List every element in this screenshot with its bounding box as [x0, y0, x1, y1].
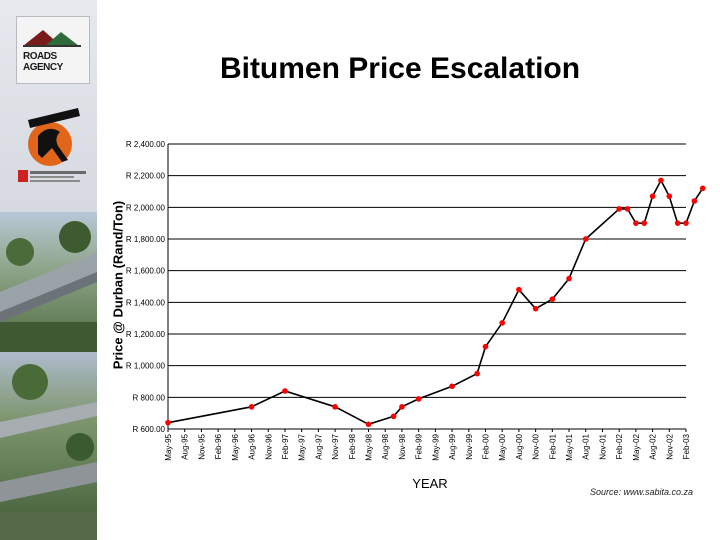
data-point: [516, 286, 522, 293]
y-tick-label: R 1,600.00: [126, 267, 166, 276]
data-point: [282, 388, 288, 394]
chart-grid: [167, 143, 686, 430]
x-tick-label: Feb-03: [682, 433, 691, 459]
x-tick-label: May-96: [231, 433, 240, 460]
data-point: [532, 305, 539, 312]
data-point: [674, 220, 681, 226]
data-point: [415, 396, 422, 402]
x-tick-label: Nov-99: [465, 433, 474, 459]
data-point: [399, 404, 405, 410]
x-tick-label: Nov-02: [665, 433, 674, 459]
data-point: [449, 383, 455, 390]
data-point: [499, 320, 505, 326]
data-point: [616, 206, 622, 212]
y-tick-labels: R 600.00 R 800.00 R 1,000.00 R 1,200.00 R 1,…: [126, 140, 166, 434]
x-tick-label: Aug-00: [515, 433, 524, 459]
data-point: [633, 220, 639, 226]
x-tick-label: May-00: [498, 433, 507, 460]
x-tick-label: Aug-96: [248, 433, 257, 459]
x-tick-label: Nov-00: [532, 433, 541, 459]
data-point: [582, 236, 589, 242]
y-tick-label: R 2,200.00: [126, 172, 166, 181]
x-tick-labels: May-95 Aug-95 Nov-95 Feb-96 May-96 Aug-96 Nov-…: [164, 429, 691, 461]
price-series: [165, 177, 706, 428]
sidebar: ROADS AGENCY: [0, 0, 97, 540]
source-note: Source: www.sabita.co.za: [590, 487, 694, 497]
x-tick-label: May-02: [632, 433, 641, 460]
data-point: [482, 343, 489, 350]
x-tick-label: Aug-02: [649, 433, 658, 459]
x-tick-label: May-98: [365, 433, 374, 460]
y-tick-label: R 600.00: [133, 425, 166, 434]
x-tick-label: May-01: [565, 433, 574, 460]
data-point: [641, 220, 648, 226]
data-point: [165, 419, 171, 426]
x-tick-label: Feb-98: [348, 433, 357, 459]
x-tick-label: Feb-02: [615, 433, 624, 459]
y-tick-label: R 1,800.00: [126, 235, 166, 244]
x-tick-label: Aug-98: [381, 433, 390, 459]
highway-photo: [0, 352, 97, 540]
roads-agency-emblem-icon: [23, 30, 81, 47]
y-tick-label: R 1,200.00: [126, 330, 166, 339]
x-tick-label: Feb-01: [548, 433, 557, 459]
data-point: [390, 413, 397, 420]
x-tick-label: Nov-95: [197, 433, 206, 459]
x-tick-label: Nov-97: [331, 433, 340, 459]
data-point: [683, 220, 689, 226]
x-tick-label: Aug-97: [314, 433, 323, 459]
x-tick-label: Nov-98: [398, 433, 407, 459]
x-tick-label: Feb-96: [214, 433, 223, 459]
data-point: [332, 404, 338, 410]
data-point: [624, 206, 631, 212]
series-line: [167, 178, 704, 426]
road-bridge-photo: [0, 212, 97, 352]
data-point: [365, 421, 372, 428]
data-point: [649, 193, 656, 200]
x-tick-label: Aug-99: [448, 433, 457, 459]
sabita-logo-icon: [18, 170, 86, 182]
data-point: [666, 193, 673, 200]
x-tick-label: Aug-95: [181, 433, 190, 459]
x-axis-label: YEAR: [412, 476, 448, 491]
y-axis-label: Price @ Durban (Rand/Ton): [110, 200, 126, 370]
data-point: [474, 370, 480, 377]
roads-agency-wordmark: ROADS AGENCY: [23, 51, 63, 73]
x-tick-label: Feb-97: [281, 433, 290, 459]
x-tick-label: May-97: [298, 433, 307, 460]
data-point: [658, 177, 664, 184]
runner-logo-icon: [28, 108, 80, 166]
data-point: [566, 275, 572, 282]
y-tick-label: R 800.00: [133, 393, 166, 402]
y-tick-label: R 2,400.00: [126, 140, 166, 149]
y-tick-label: R 2,000.00: [126, 203, 166, 212]
data-point: [699, 185, 706, 192]
roads-agency-logo: ROADS AGENCY: [16, 16, 90, 84]
x-tick-label: May-99: [431, 433, 440, 460]
data-point: [549, 296, 556, 302]
data-point: [691, 198, 698, 204]
x-tick-label: Feb-99: [415, 433, 424, 459]
y-tick-label: R 1,000.00: [126, 362, 166, 371]
x-tick-label: May-95: [164, 433, 173, 460]
y-tick-label: R 1,400.00: [126, 298, 166, 307]
x-tick-label: Feb-00: [481, 433, 490, 459]
x-tick-label: Nov-96: [264, 433, 273, 459]
page-title: Bitumen Price Escalation: [219, 52, 581, 85]
x-tick-label: Nov-01: [598, 433, 607, 459]
x-tick-label: Aug-01: [582, 433, 591, 459]
data-point: [248, 404, 255, 410]
